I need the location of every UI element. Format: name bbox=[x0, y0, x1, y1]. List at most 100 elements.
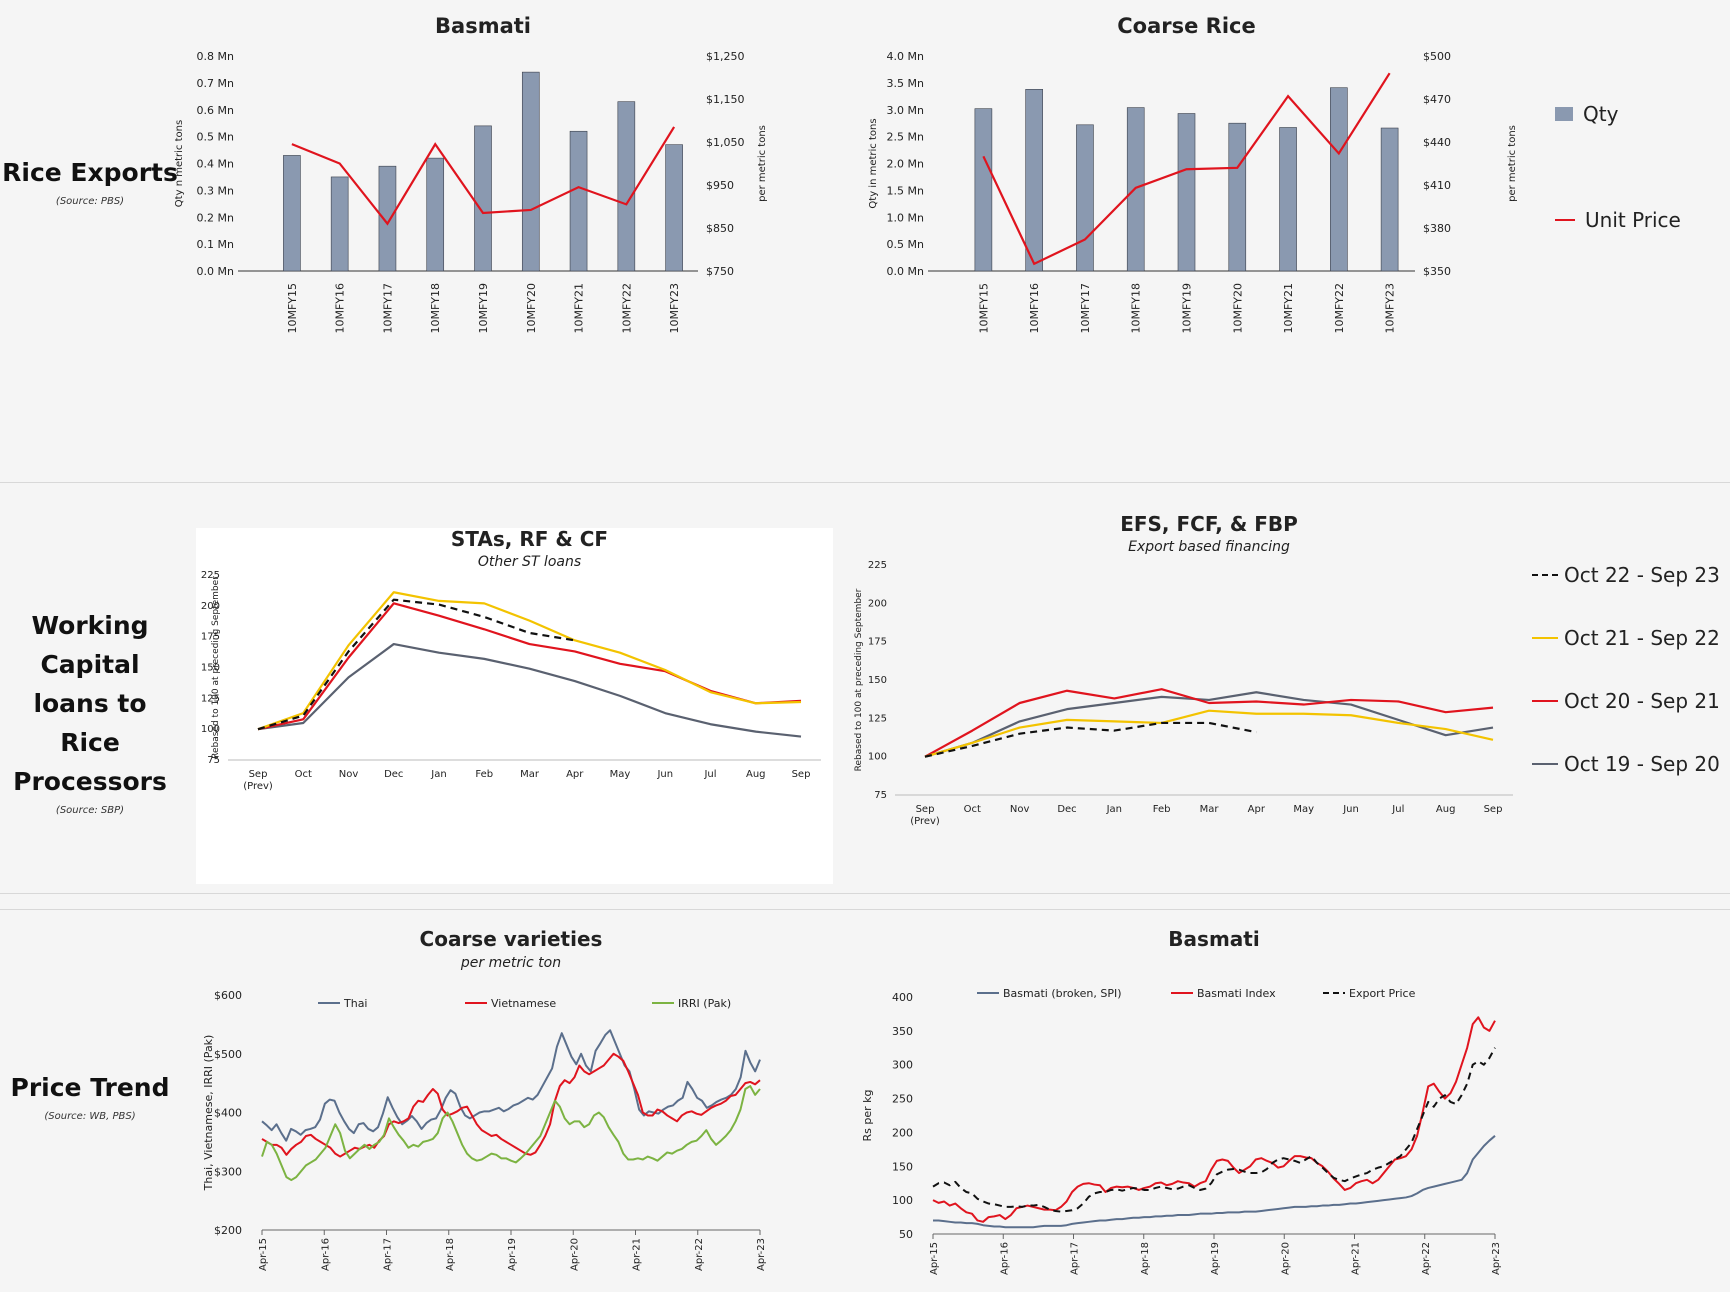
series-line bbox=[932, 1016, 1496, 1223]
series-line bbox=[924, 691, 1494, 758]
series-line bbox=[924, 709, 1494, 758]
y-axis-label: Qty n metric tons bbox=[174, 120, 185, 207]
bar-qty bbox=[521, 71, 540, 272]
y2-tick-label: $1,250 bbox=[706, 50, 745, 63]
row-label-loans: Working Capital loans to Rice Processors… bbox=[0, 606, 180, 816]
x-tick-label: Oct bbox=[964, 804, 981, 815]
legend-label: Vietnamese bbox=[491, 997, 556, 1010]
y-tick-label: 1.0 Mn bbox=[887, 211, 924, 224]
x-tick-label: Jun bbox=[1342, 804, 1359, 815]
y-tick-label: 225 bbox=[201, 570, 220, 581]
legend-item-fy23: Oct 22 - Sep 23 bbox=[1532, 563, 1720, 587]
x-tick-label: Jul bbox=[703, 769, 716, 780]
x-tick-label: Sep bbox=[916, 804, 935, 815]
y-tick-label: 400 bbox=[892, 991, 913, 1004]
row-title: Rice Exports bbox=[2, 158, 178, 187]
y-tick-label: 350 bbox=[892, 1025, 913, 1038]
y-tick-label: $500 bbox=[214, 1048, 242, 1061]
x-tick-label: Apr-22 bbox=[694, 1238, 705, 1271]
row-title: Price Trend bbox=[10, 1073, 170, 1102]
chart-subtitle: Export based financing bbox=[1128, 539, 1290, 555]
series-line bbox=[924, 688, 1494, 758]
chart-stas-loans: STAs, RF & CF Other ST loans 75 100 125 150 17… bbox=[201, 527, 821, 792]
x-tick-label: 10MFY18 bbox=[429, 283, 442, 334]
y2-tick-label: $440 bbox=[1423, 136, 1451, 149]
x-tick-label: Apr-18 bbox=[445, 1238, 456, 1271]
legend-label: Oct 20 - Sep 21 bbox=[1564, 689, 1720, 713]
row-source: (Source: PBS) bbox=[55, 196, 125, 207]
x-tick-label: 10MFY23 bbox=[668, 283, 681, 334]
y-tick-label: 250 bbox=[892, 1093, 913, 1106]
x-tick-label: Nov bbox=[339, 769, 359, 780]
row-source: (Source: WB, PBS) bbox=[44, 1111, 136, 1122]
x-tick-label: 10MFY22 bbox=[620, 283, 633, 334]
stas-panel bbox=[196, 528, 833, 884]
x-tick-label: May bbox=[610, 769, 631, 780]
section-divider-3 bbox=[0, 909, 1730, 910]
y2-tick-label: $1,050 bbox=[706, 136, 745, 149]
x-tick-label: Apr-21 bbox=[632, 1238, 643, 1271]
chart-coarse-prices: Coarse varieties per metric ton $200 $300 $4… bbox=[202, 927, 767, 1271]
chart-coarse-exports: Coarse Rice 0.0 Mn 0.5 Mn 1.0 Mn 1.5 Mn 2.0 M… bbox=[868, 14, 1518, 334]
x-tick-label: Apr-16 bbox=[999, 1242, 1010, 1275]
x-tick-label: 10MFY17 bbox=[381, 283, 394, 334]
x-tick-label: Apr-17 bbox=[1070, 1242, 1081, 1275]
x-tick-label: 10MFY23 bbox=[1384, 283, 1397, 334]
bar-qty bbox=[426, 157, 445, 272]
y-tick-label: 0.3 Mn bbox=[197, 184, 234, 197]
x-tick-label: Oct bbox=[295, 769, 312, 780]
bar-swatch-icon bbox=[1555, 107, 1573, 121]
exports-legend: Qty Unit Price bbox=[1555, 98, 1725, 248]
bar-qty bbox=[665, 144, 683, 272]
y-axis-label: Rs per kg bbox=[861, 1090, 874, 1142]
y2-tick-label: $410 bbox=[1423, 179, 1451, 192]
x-tick-label: Aug bbox=[1436, 804, 1456, 815]
x-tick-label: 10MFY21 bbox=[1282, 283, 1295, 334]
x-tick-label: 10MFY16 bbox=[334, 283, 347, 334]
x-tick-label: Apr-21 bbox=[1351, 1242, 1362, 1275]
x-tick-label: Mar bbox=[1200, 804, 1220, 815]
legend-item-qty: Qty bbox=[1555, 102, 1618, 126]
x-tick-label: Apr-22 bbox=[1421, 1242, 1432, 1275]
x-tick-label: Feb bbox=[475, 769, 493, 780]
legend-label: Basmati (broken, SPI) bbox=[1003, 987, 1122, 1000]
y2-tick-label: $1,150 bbox=[706, 93, 745, 106]
line-swatch-icon bbox=[1532, 637, 1558, 639]
x-tick-label: Feb bbox=[1153, 804, 1171, 815]
y-axis-label: Rebased to 100 at preceding September bbox=[854, 588, 864, 771]
series-line bbox=[257, 598, 575, 731]
x-tick-label: Apr-18 bbox=[1140, 1242, 1151, 1275]
y-axis-label: Thai, Vietnamese, IRRI (Pak) bbox=[202, 1035, 215, 1192]
y-tick-label: 75 bbox=[207, 755, 220, 766]
x-tick-label: Apr-15 bbox=[258, 1238, 269, 1271]
x-tick-label: Aug bbox=[746, 769, 766, 780]
legend-item-fy20: Oct 19 - Sep 20 bbox=[1532, 752, 1720, 776]
y-tick-label: 0.6 Mn bbox=[197, 104, 234, 117]
y-tick-label: 0.0 Mn bbox=[197, 265, 234, 278]
x-tick-label: Jul bbox=[1391, 804, 1404, 815]
series-line bbox=[261, 1029, 761, 1142]
chart-basmati-exports: Basmati 0.0 Mn 0.1 Mn 0.2 Mn 0.3 Mn 0.4 Mn 0.5… bbox=[174, 14, 768, 334]
y-axis-label: Rebased to 100 at preceding September bbox=[211, 576, 221, 759]
x-tick-label: 10MFY21 bbox=[573, 283, 586, 334]
y-tick-label: 3.5 Mn bbox=[887, 77, 924, 90]
x-tick-label: 10MFY20 bbox=[525, 283, 538, 334]
bar-qty bbox=[1279, 127, 1297, 272]
y-tick-label: 75 bbox=[874, 790, 887, 801]
bar-qty bbox=[1076, 124, 1094, 272]
x-tick-label: 10MFY19 bbox=[477, 283, 490, 334]
y-tick-label: 100 bbox=[868, 752, 887, 763]
line-swatch-icon bbox=[1555, 219, 1575, 221]
y-tick-label: $600 bbox=[214, 989, 242, 1002]
x-tick-label: Dec bbox=[1057, 804, 1076, 815]
x-tick-label: Apr-17 bbox=[383, 1238, 394, 1271]
x-tick-label: Apr-15 bbox=[929, 1242, 940, 1275]
y-tick-label: 100 bbox=[201, 724, 220, 735]
x-tick-label: Jan bbox=[430, 769, 446, 780]
series-line bbox=[924, 721, 1257, 758]
bar-qty bbox=[283, 155, 301, 272]
x-tick-label: Mar bbox=[520, 769, 540, 780]
chart-subtitle: Other ST loans bbox=[478, 554, 581, 570]
line-swatch-icon bbox=[1532, 763, 1558, 765]
y-tick-label: 2.0 Mn bbox=[887, 158, 924, 171]
